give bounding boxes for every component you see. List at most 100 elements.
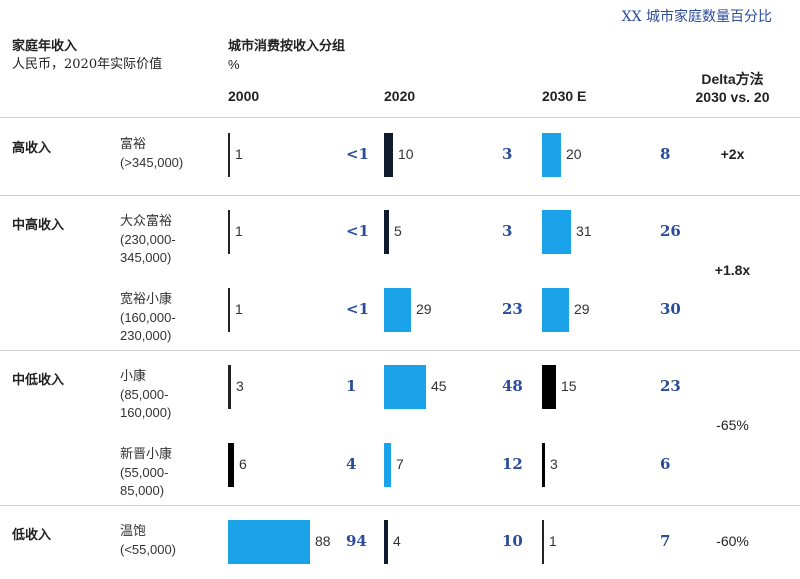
category-label: 中低收入 <box>12 373 65 388</box>
row-label-range: (>345,000) <box>120 155 184 170</box>
mid-header: 城市消费按收入分组 % <box>228 38 345 74</box>
bar <box>228 443 234 487</box>
row-label: 大众富裕 (230,000- 345,000) <box>120 213 176 267</box>
category-label: 高收入 <box>12 141 52 156</box>
delta-value: +2x <box>720 146 745 162</box>
row-label-name: 温饱 <box>120 524 147 539</box>
row-label-name: 大众富裕 <box>120 214 173 229</box>
row-label: 小康 (85,000- 160,000) <box>120 368 171 422</box>
bar <box>384 443 391 487</box>
bar <box>228 133 230 177</box>
share-value: 12 <box>502 455 523 473</box>
bar-value-label: 20 <box>566 146 582 162</box>
bar <box>228 365 231 409</box>
share-value: 23 <box>502 300 523 318</box>
share-value: 6 <box>660 455 671 473</box>
bar-value-label: 45 <box>431 378 447 394</box>
delta-header-title: Delta方法 <box>701 71 764 87</box>
mid-header-unit: % <box>228 57 240 72</box>
row-label-range: (<55,000) <box>120 542 177 557</box>
bar-value-label: 31 <box>576 223 592 239</box>
row-label: 富裕 (>345,000) <box>120 136 183 172</box>
row-label-range: 160,000) <box>120 405 172 420</box>
bar-value-label: 1 <box>235 301 243 317</box>
left-header: 家庭年收入 人民币，2020年实际价值 <box>12 38 162 74</box>
share-value: 94 <box>346 532 367 550</box>
mid-header-title: 城市消费按收入分组 <box>228 39 346 54</box>
bar <box>542 365 556 409</box>
share-value: <1 <box>346 300 370 318</box>
row-label-range: (55,000- <box>120 465 169 480</box>
bar <box>542 520 544 564</box>
share-value: 10 <box>502 532 523 550</box>
group-divider <box>0 505 800 506</box>
row-label-range: 85,000) <box>120 483 165 498</box>
column-header-2000: 2000 <box>228 88 260 104</box>
share-value: 48 <box>502 377 523 395</box>
share-value: 4 <box>346 455 357 473</box>
share-value: 3 <box>502 222 513 240</box>
share-value: <1 <box>346 222 370 240</box>
bar-value-label: 3 <box>236 378 244 394</box>
row-label-name: 宽裕小康 <box>120 292 173 307</box>
delta-header-sub: 2030 vs. 20 <box>695 89 770 105</box>
bar-value-label: 10 <box>398 146 414 162</box>
row-label-range: 345,000) <box>120 250 172 265</box>
share-value: <1 <box>346 145 370 163</box>
chart-subtitle: XX 城市家庭数量百分比 <box>621 9 772 25</box>
bar <box>228 520 310 564</box>
bar-value-label: 1 <box>235 223 243 239</box>
bar-value-label: 29 <box>416 301 432 317</box>
bar-value-label: 88 <box>315 533 331 549</box>
delta-value: -60% <box>716 533 749 549</box>
share-value: 30 <box>660 300 681 318</box>
bar <box>384 520 388 564</box>
row-label-name: 小康 <box>120 369 147 384</box>
category-label: 低收入 <box>12 528 52 543</box>
row-label: 宽裕小康 (160,000- 230,000) <box>120 291 176 345</box>
bar <box>542 133 561 177</box>
bar <box>542 443 545 487</box>
share-value: 1 <box>346 377 357 395</box>
left-header-title: 家庭年收入 <box>12 39 78 54</box>
bar <box>384 210 389 254</box>
bar <box>542 288 569 332</box>
column-header-2020: 2020 <box>384 88 416 104</box>
row-label-name: 新晋小康 <box>120 447 173 462</box>
share-value: 7 <box>660 532 671 550</box>
bar-value-label: 15 <box>561 378 577 394</box>
bar-value-label: 29 <box>574 301 590 317</box>
bar-value-label: 5 <box>394 223 402 239</box>
bar <box>542 210 571 254</box>
row-label-range: (85,000- <box>120 387 169 402</box>
row-label-name: 富裕 <box>120 137 147 152</box>
bar <box>384 133 393 177</box>
share-value: 8 <box>660 145 671 163</box>
row-label-range: 230,000) <box>120 328 172 343</box>
bar <box>384 365 426 409</box>
left-header-sub: 人民币，2020年实际价值 <box>12 57 163 72</box>
row-label-range: (160,000- <box>120 310 176 325</box>
row-label-range: (230,000- <box>120 232 176 247</box>
column-header-2030: 2030 E <box>542 88 587 104</box>
row-label: 新晋小康 (55,000- 85,000) <box>120 446 172 500</box>
delta-header: Delta方法 2030 vs. 20 <box>685 70 780 106</box>
share-value: 3 <box>502 145 513 163</box>
share-value: 23 <box>660 377 681 395</box>
bar-value-label: 6 <box>239 456 247 472</box>
bar <box>228 288 230 332</box>
bar-value-label: 7 <box>396 456 404 472</box>
share-value: 26 <box>660 222 681 240</box>
delta-value: -65% <box>716 417 749 433</box>
bar-value-label: 3 <box>550 456 558 472</box>
bar-value-label: 1 <box>549 533 557 549</box>
category-label: 中高收入 <box>12 218 65 233</box>
group-divider <box>0 195 800 196</box>
bar-value-label: 4 <box>393 533 401 549</box>
group-divider <box>0 350 800 351</box>
bar <box>384 288 411 332</box>
bar <box>228 210 230 254</box>
group-divider <box>0 117 800 118</box>
bar-value-label: 1 <box>235 146 243 162</box>
row-label: 温饱 (<55,000) <box>120 523 176 559</box>
